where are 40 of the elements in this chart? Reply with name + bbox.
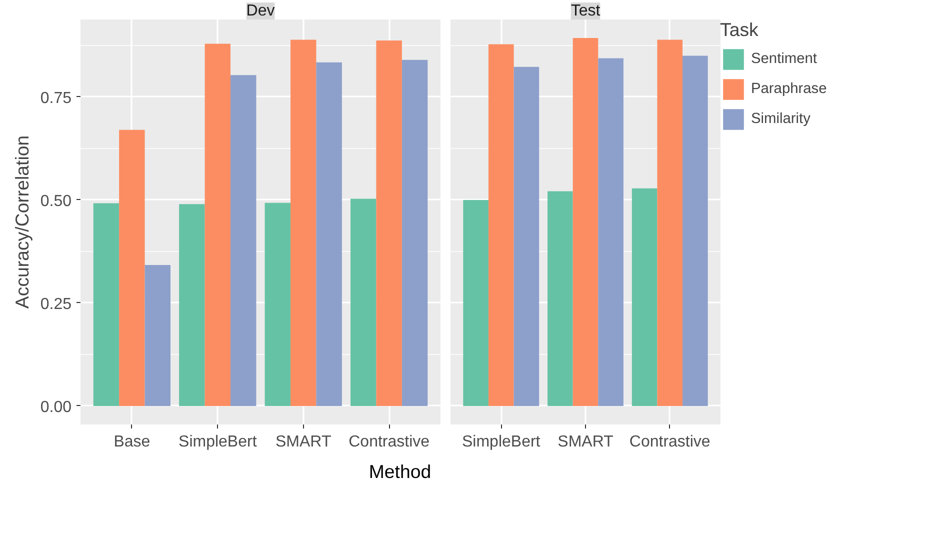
bar (548, 191, 573, 406)
y-axis-title: Accuracy/Correlation (11, 135, 32, 309)
bar (230, 75, 256, 406)
x-axis-title: Method (368, 460, 432, 484)
bar (572, 38, 598, 406)
y-tick-label: 0.00 (40, 398, 72, 416)
legend-title: Task (720, 19, 760, 41)
bar (290, 40, 316, 406)
bar (463, 200, 488, 406)
legend-label: Sentiment (751, 51, 817, 67)
y-tick-label: 0.50 (40, 192, 72, 210)
bar (682, 56, 708, 406)
x-tick-label: Base (114, 434, 150, 450)
bar (376, 40, 402, 406)
bar (402, 60, 428, 406)
bar (632, 188, 658, 406)
x-tick-label: SMART (276, 434, 332, 450)
x-tick-label: Contrastive (629, 434, 710, 450)
bar (264, 202, 290, 406)
chart-title: Dev (246, 2, 275, 20)
bar (93, 203, 120, 406)
chart-title: Test (570, 2, 601, 20)
legend-label: Paraphrase (751, 81, 827, 97)
bar (657, 40, 683, 406)
bar (144, 265, 170, 406)
x-tick-label: SMART (558, 434, 614, 450)
x-tick-label: SimpleBert (462, 434, 541, 450)
bar (598, 58, 624, 406)
y-tick-label: 0.25 (40, 296, 72, 313)
bar (514, 66, 540, 406)
x-tick-label: Contrastive (348, 434, 430, 450)
bar (316, 62, 342, 406)
bar (350, 198, 376, 406)
bar (488, 44, 514, 406)
bar (204, 44, 230, 406)
legend-label: Similarity (751, 111, 810, 127)
bar (119, 130, 145, 406)
bar (179, 204, 205, 406)
x-tick-label: SimpleBert (178, 434, 258, 450)
y-tick-label: 0.75 (40, 90, 72, 107)
